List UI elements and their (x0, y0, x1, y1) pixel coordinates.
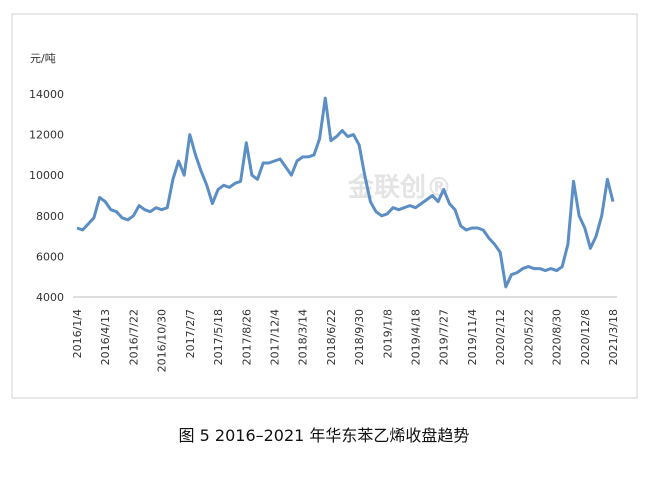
x-tick-label: 2019/11/4 (466, 309, 479, 365)
x-tick-label: 2016/10/30 (156, 309, 169, 372)
caption: 图 5 2016–2021 年华东苯乙烯收盘趋势 (179, 426, 470, 445)
y-tick-label: 6000 (36, 250, 64, 263)
line-series (76, 96, 615, 289)
y-tick-label: 4000 (36, 291, 64, 304)
y-tick-label: 8000 (36, 210, 64, 223)
x-tick-label: 2020/2/12 (494, 309, 507, 365)
x-tick-label: 2017/8/26 (240, 309, 253, 365)
x-tick-label: 2019/4/18 (410, 309, 423, 365)
chart-frame (11, 13, 638, 399)
x-tick-label: 2020/8/30 (551, 309, 564, 365)
y-axis-label: 元/吨 (30, 52, 56, 65)
x-tick-label: 2018/9/30 (353, 309, 366, 365)
x-tick-label: 2017/12/4 (268, 309, 281, 365)
x-tick-label: 2020/12/8 (579, 309, 592, 365)
x-tick-label: 2017/2/7 (184, 309, 197, 358)
x-tick-label: 2019/7/27 (438, 309, 451, 365)
x-tick-label: 2016/7/22 (127, 309, 140, 365)
x-tick-label: 2018/6/22 (325, 309, 338, 365)
x-tick-label: 2021/3/18 (607, 309, 620, 365)
x-tick-label: 2016/4/13 (99, 309, 112, 365)
x-tick-label: 2020/5/22 (522, 309, 535, 365)
y-tick-label: 10000 (29, 169, 64, 182)
x-tick-label: 2017/5/18 (212, 309, 225, 365)
x-tick-label: 2016/1/4 (71, 309, 84, 358)
x-tick-label: 2019/1/8 (381, 309, 394, 358)
y-tick-label: 14000 (29, 88, 64, 101)
y-tick-label: 12000 (29, 129, 64, 142)
x-tick-label: 2018/3/14 (297, 309, 310, 365)
